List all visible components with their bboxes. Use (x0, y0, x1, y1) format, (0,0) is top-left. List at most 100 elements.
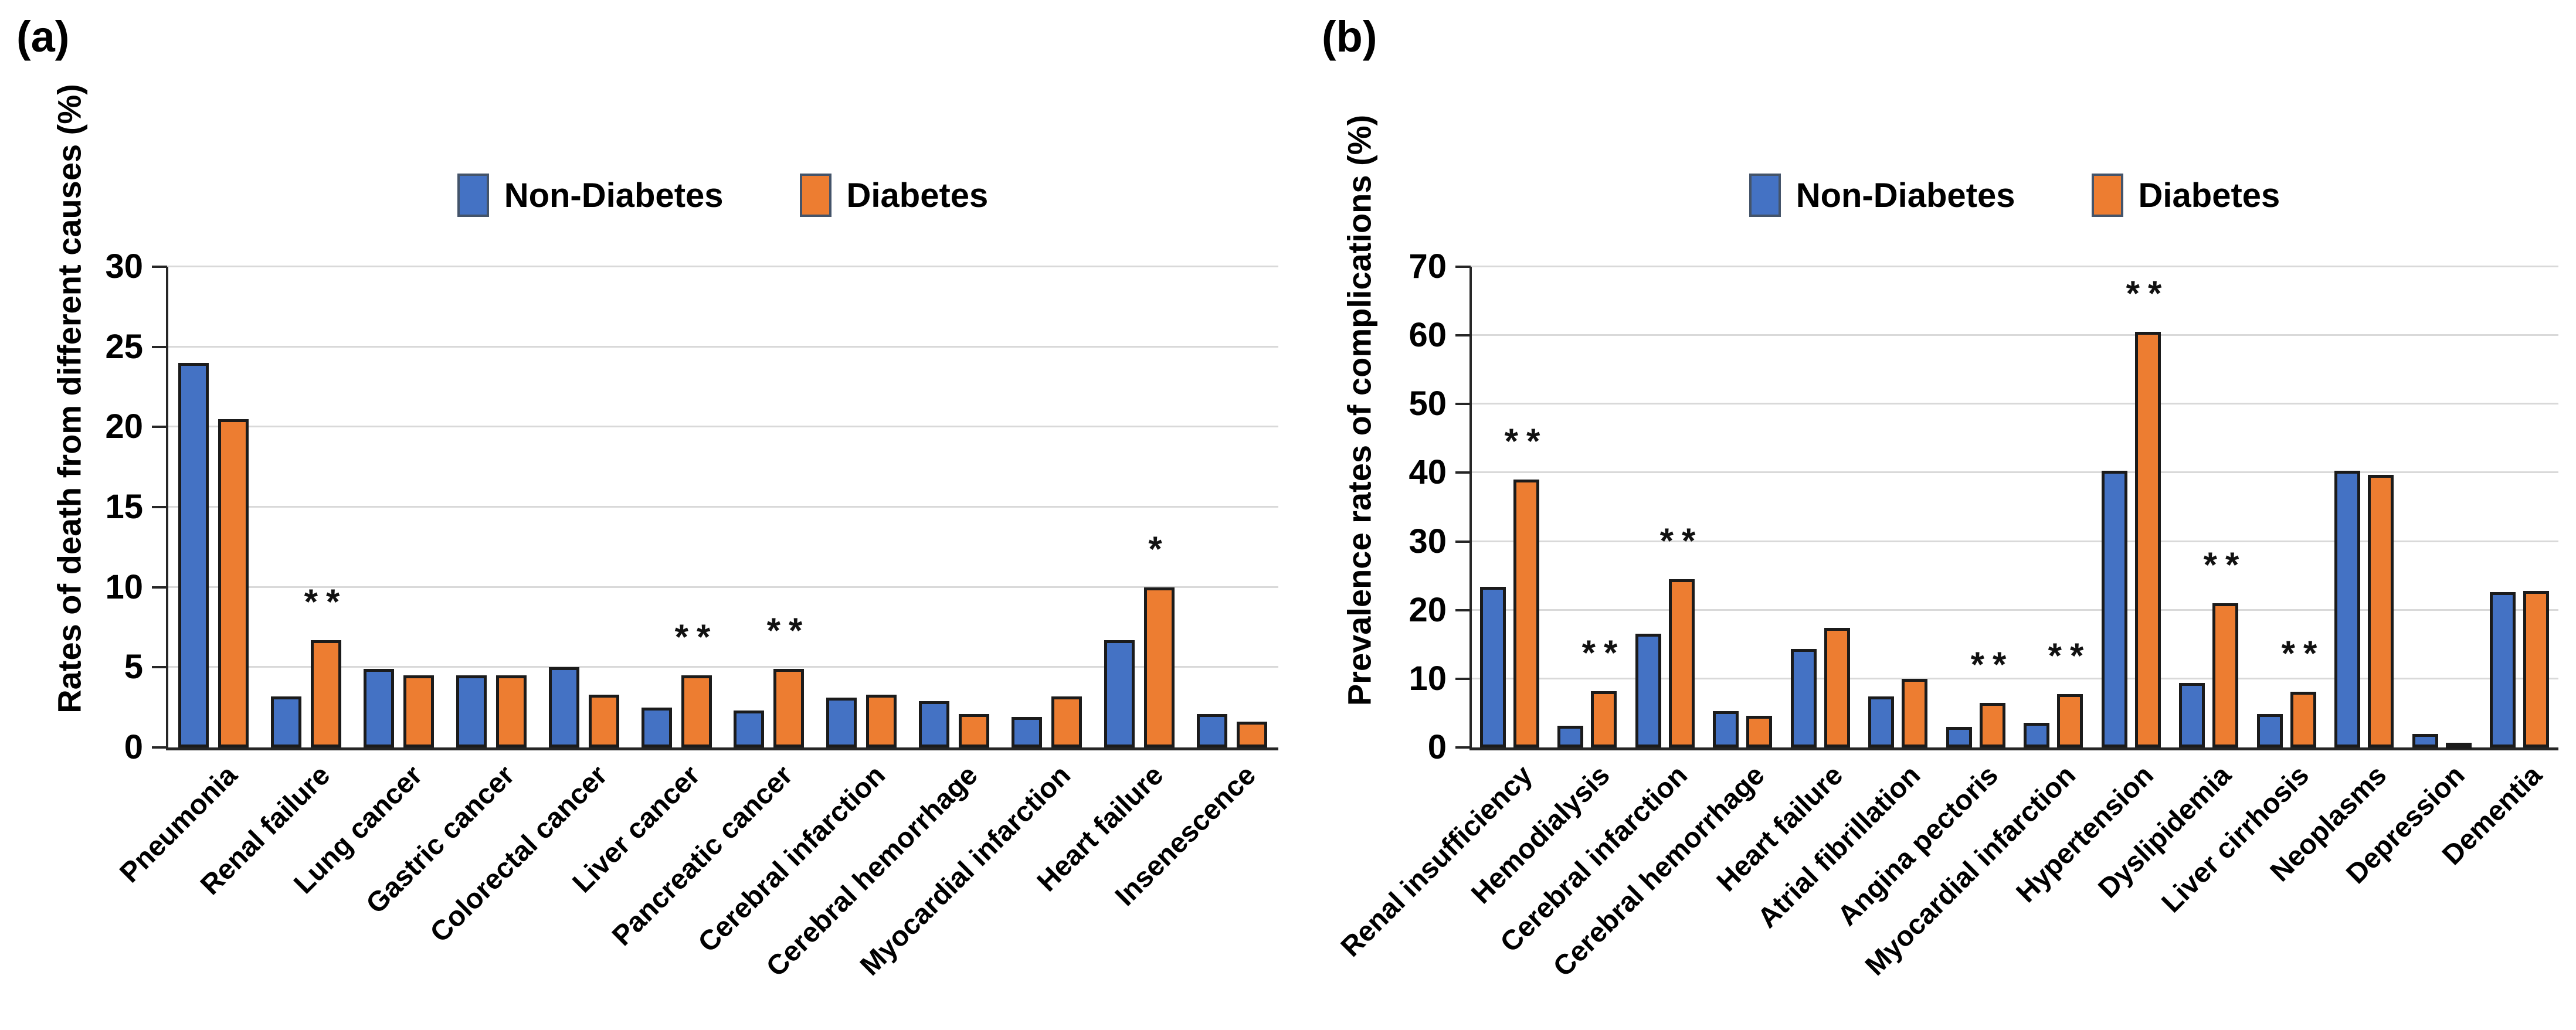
significance-marker-liver-cancer: ** (674, 617, 719, 657)
bar-diabetes-dementia (2523, 591, 2549, 747)
y-axis-tick-label: 0 (124, 728, 143, 766)
y-axis-tick (1455, 403, 1471, 406)
y-axis-tick-label: 15 (105, 488, 143, 526)
bar-non-diabetes-neoplasms (2334, 471, 2360, 747)
bar-non-diabetes-cerebral-hemorrhage (1713, 711, 1739, 747)
y-axis-tick-label: 20 (105, 407, 143, 446)
bar-non-diabetes-myocardial-infarction (2024, 723, 2049, 747)
bar-non-diabetes-gastric-cancer (456, 675, 487, 747)
bar-diabetes-angina-pectoris (1980, 703, 2005, 747)
bar-non-diabetes-cerebral-hemorrhage (919, 701, 949, 747)
legend-item-diabetes: Diabetes (799, 174, 988, 217)
gridline (167, 586, 1278, 588)
bar-diabetes-insenescence (1237, 722, 1267, 747)
y-axis-tick-label: 60 (1409, 316, 1447, 355)
y-axis-tick (1455, 609, 1471, 611)
y-axis-tick-label: 10 (105, 567, 143, 606)
gridline (167, 345, 1278, 348)
bar-non-diabetes-renal-insufficiency (1480, 587, 1506, 747)
bar-non-diabetes-liver-cancer (642, 708, 672, 747)
legend-swatch-icon (457, 174, 489, 217)
bar-non-diabetes-heart-failure (1791, 649, 1817, 747)
bar-non-diabetes-atrial-fibrillation (1868, 696, 1894, 747)
y-axis-tick (1455, 746, 1471, 749)
x-axis-label-pancreatic-cancer: Pancreatic cancer (606, 759, 799, 952)
y-axis-tick-label: 5 (124, 648, 143, 686)
bar-diabetes-pneumonia (218, 419, 249, 747)
significance-marker-hemodialysis: ** (1581, 633, 1626, 672)
gridline (167, 666, 1278, 668)
x-axis-line (166, 747, 1278, 750)
bar-non-diabetes-pneumonia (178, 363, 209, 747)
legend-label: Non-Diabetes (1796, 176, 2015, 215)
y-axis-tick (152, 266, 167, 268)
bar-non-diabetes-heart-failure (1104, 640, 1135, 747)
gridline (167, 506, 1278, 508)
legend-label: Diabetes (2138, 176, 2280, 215)
gridline (1471, 609, 2558, 611)
y-axis-tick-label: 40 (1409, 453, 1447, 492)
significance-marker-dyslipidemia: ** (2203, 545, 2248, 584)
x-axis-label-dyslipidemia: Dyslipidemia (2092, 759, 2238, 905)
panel-b-label: (b) (1322, 12, 1377, 61)
bar-diabetes-liver-cirrhosis (2290, 692, 2316, 747)
bar-diabetes-cerebral-infarction (866, 695, 897, 747)
legend-item-non-diabetes: Non-Diabetes (457, 174, 724, 217)
y-axis-tick (1455, 334, 1471, 337)
bar-non-diabetes-depression (2412, 734, 2438, 747)
y-axis-tick (152, 426, 167, 429)
gridline (167, 266, 1278, 267)
gridline (1471, 403, 2558, 405)
x-axis-label-hypertension: Hypertension (2010, 759, 2160, 909)
panel-b: (b) Prevalence rates of complications (%… (1288, 0, 2576, 1030)
bar-diabetes-colorectal-cancer (589, 695, 619, 747)
bar-diabetes-gastric-cancer (496, 675, 527, 747)
bar-non-diabetes-liver-cirrhosis (2257, 714, 2283, 747)
significance-marker-renal-failure: ** (304, 582, 348, 621)
x-axis-label-hemodialysis: Hemodialysis (1465, 759, 1616, 910)
significance-marker-hypertension: ** (2126, 274, 2170, 313)
bar-diabetes-renal-insufficiency (1513, 480, 1539, 747)
y-axis-line (1469, 267, 1472, 749)
bar-non-diabetes-cerebral-infarction (1635, 634, 1661, 747)
gridline (1471, 540, 2558, 542)
y-axis-tick-label: 70 (1409, 247, 1447, 285)
bar-diabetes-neoplasms (2368, 475, 2394, 747)
legend-swatch-icon (2091, 174, 2123, 217)
bar-diabetes-heart-failure (1824, 628, 1850, 747)
bar-diabetes-hypertension (2135, 332, 2161, 747)
y-axis-tick-label: 10 (1409, 659, 1447, 698)
bar-non-diabetes-insenescence (1197, 714, 1227, 747)
x-axis-label-colorectal-cancer: Colorectal cancer (424, 759, 614, 949)
bar-diabetes-heart-failure (1144, 587, 1175, 747)
bar-diabetes-cerebral-infarction (1669, 579, 1695, 747)
y-axis-tick-label: 30 (105, 247, 143, 285)
bar-diabetes-pancreatic-cancer (773, 669, 804, 747)
bar-diabetes-renal-failure (311, 640, 341, 747)
bar-diabetes-myocardial-infarction (2057, 694, 2083, 747)
significance-marker-liver-cirrhosis: ** (2281, 634, 2326, 673)
y-axis-tick-label: 50 (1409, 385, 1447, 423)
bar-non-diabetes-hypertension (2102, 471, 2127, 747)
bar-non-diabetes-angina-pectoris (1946, 727, 1972, 747)
y-axis-tick (1455, 677, 1471, 680)
y-axis-tick-label: 30 (1409, 522, 1447, 560)
y-axis-tick-label: 20 (1409, 590, 1447, 629)
bar-diabetes-hemodialysis (1591, 691, 1617, 747)
bar-diabetes-lung-cancer (403, 675, 434, 747)
bar-non-diabetes-lung-cancer (364, 669, 394, 747)
y-axis-tick (152, 586, 167, 589)
panel-a: (a) Rates of death from different causes… (16, 12, 1278, 983)
legend-label: Non-Diabetes (504, 176, 724, 215)
y-axis-tick (152, 746, 167, 749)
bar-diabetes-cerebral-hemorrhage (959, 714, 989, 747)
bar-non-diabetes-pancreatic-cancer (734, 711, 764, 747)
legend-item-non-diabetes: Non-Diabetes (1749, 174, 2015, 217)
bar-diabetes-liver-cancer (681, 675, 712, 747)
bar-non-diabetes-dyslipidemia (2179, 683, 2205, 747)
panel-a-y-axis-title: Rates of death from different causes (%) (50, 84, 88, 713)
y-axis-tick (152, 506, 167, 508)
significance-marker-myocardial-infarction: ** (2048, 636, 2092, 675)
bar-diabetes-cerebral-hemorrhage (1746, 716, 1772, 747)
